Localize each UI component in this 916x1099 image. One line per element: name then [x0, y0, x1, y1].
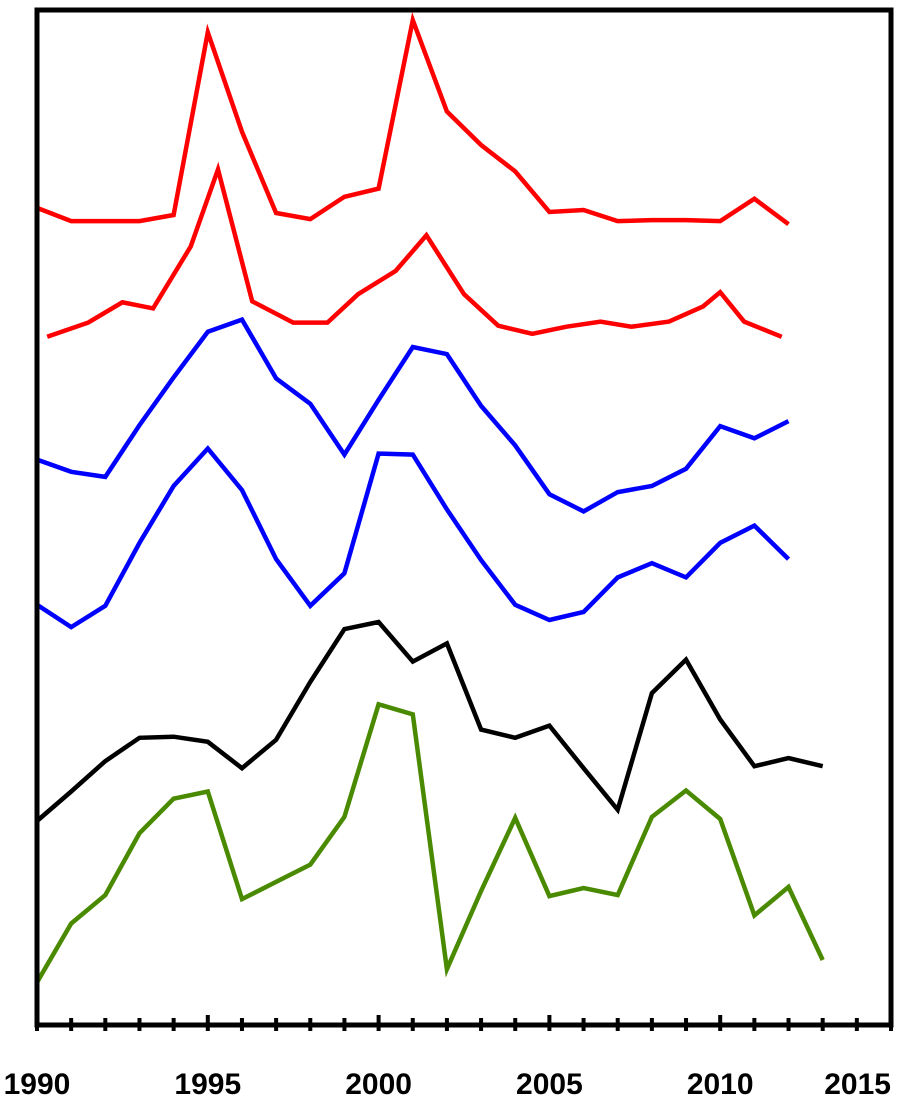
x-tick-label: 1995	[174, 1068, 241, 1099]
x-tick-label: 2000	[345, 1068, 412, 1099]
series-line-1	[36, 11, 790, 227]
series-line-3	[36, 316, 790, 514]
series-layer	[35, 11, 825, 984]
series-line-2	[46, 161, 783, 339]
x-tick-label: 2010	[687, 1068, 754, 1099]
series-line-6	[35, 701, 825, 984]
x-tick-label: 2005	[516, 1068, 583, 1099]
x-tick-label: 1990	[4, 1068, 71, 1099]
x-tick-label: 2015	[824, 1068, 891, 1099]
x-axis: 1990 1995 2000 2005 2010 2015	[4, 1015, 893, 1099]
series-line-5	[35, 619, 824, 823]
series-line-4	[35, 445, 791, 630]
plot-frame	[34, 7, 894, 1028]
